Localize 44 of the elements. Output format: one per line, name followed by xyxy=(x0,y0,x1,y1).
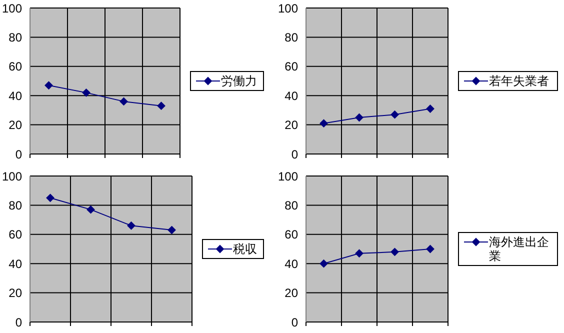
y-tick-label: 60 xyxy=(8,228,22,242)
y-tick-label: 40 xyxy=(8,256,22,271)
legend-label: 税収 xyxy=(233,242,257,256)
y-tick-label: 80 xyxy=(8,198,22,212)
y-tick-label: 80 xyxy=(284,30,298,44)
point xyxy=(44,81,53,90)
point xyxy=(320,119,328,128)
legend-label: 海外進出企業 xyxy=(489,235,550,263)
y-tick-label: 80 xyxy=(8,30,22,44)
point xyxy=(120,97,128,106)
y-tick-label: 0 xyxy=(291,147,298,162)
y-tick-label: 100 xyxy=(2,169,22,184)
y-tick-label: 100 xyxy=(278,1,298,16)
y-tick-label: 40 xyxy=(8,88,22,103)
point xyxy=(390,110,399,119)
point xyxy=(86,206,95,214)
point xyxy=(320,260,328,268)
y-tick-label: 20 xyxy=(284,118,298,132)
point xyxy=(426,245,434,253)
point xyxy=(46,194,54,202)
point xyxy=(426,104,434,113)
point xyxy=(355,249,364,258)
y-tick-label: 60 xyxy=(8,60,22,74)
y-tick-label: 60 xyxy=(284,228,298,242)
point xyxy=(127,222,136,230)
legend-label: 若年失業者 xyxy=(489,74,549,88)
y-tick-label: 40 xyxy=(284,88,298,103)
legend-label: 労働力 xyxy=(221,74,257,88)
y-tick-label: 20 xyxy=(8,286,22,300)
point xyxy=(355,114,364,122)
point xyxy=(390,248,399,256)
y-tick-label: 20 xyxy=(284,286,298,300)
y-tick-label: 0 xyxy=(15,147,22,162)
y-tick-label: 40 xyxy=(284,256,298,271)
y-tick-label: 0 xyxy=(291,315,298,330)
y-tick-label: 0 xyxy=(15,315,22,330)
point xyxy=(168,226,176,234)
point xyxy=(82,88,90,97)
y-tick-label: 80 xyxy=(284,198,298,212)
y-tick-label: 60 xyxy=(284,60,298,74)
y-tick-label: 100 xyxy=(2,1,22,16)
y-tick-label: 20 xyxy=(8,118,22,132)
point xyxy=(157,102,166,110)
y-tick-label: 100 xyxy=(278,169,298,184)
